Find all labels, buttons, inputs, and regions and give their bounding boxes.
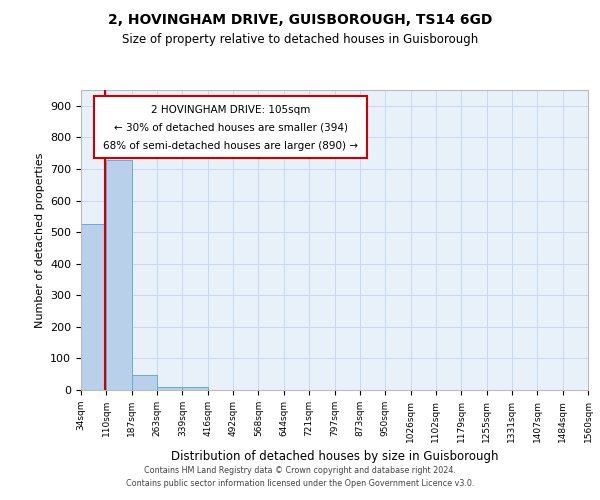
Bar: [132, 375, 157, 390]
FancyBboxPatch shape: [94, 96, 367, 158]
Bar: [81, 224, 106, 390]
Text: ← 30% of detached houses are smaller (394): ← 30% of detached houses are smaller (39…: [113, 123, 347, 133]
Bar: [157, 386, 182, 390]
Text: Contains HM Land Registry data © Crown copyright and database right 2024.
Contai: Contains HM Land Registry data © Crown c…: [126, 466, 474, 487]
Text: Size of property relative to detached houses in Guisborough: Size of property relative to detached ho…: [122, 32, 478, 46]
Bar: [106, 160, 132, 390]
X-axis label: Distribution of detached houses by size in Guisborough: Distribution of detached houses by size …: [171, 450, 498, 463]
Y-axis label: Number of detached properties: Number of detached properties: [35, 152, 44, 328]
Text: 2, HOVINGHAM DRIVE, GUISBOROUGH, TS14 6GD: 2, HOVINGHAM DRIVE, GUISBOROUGH, TS14 6G…: [108, 12, 492, 26]
Bar: [182, 387, 208, 390]
Text: 68% of semi-detached houses are larger (890) →: 68% of semi-detached houses are larger (…: [103, 142, 358, 152]
Text: 2 HOVINGHAM DRIVE: 105sqm: 2 HOVINGHAM DRIVE: 105sqm: [151, 104, 310, 115]
